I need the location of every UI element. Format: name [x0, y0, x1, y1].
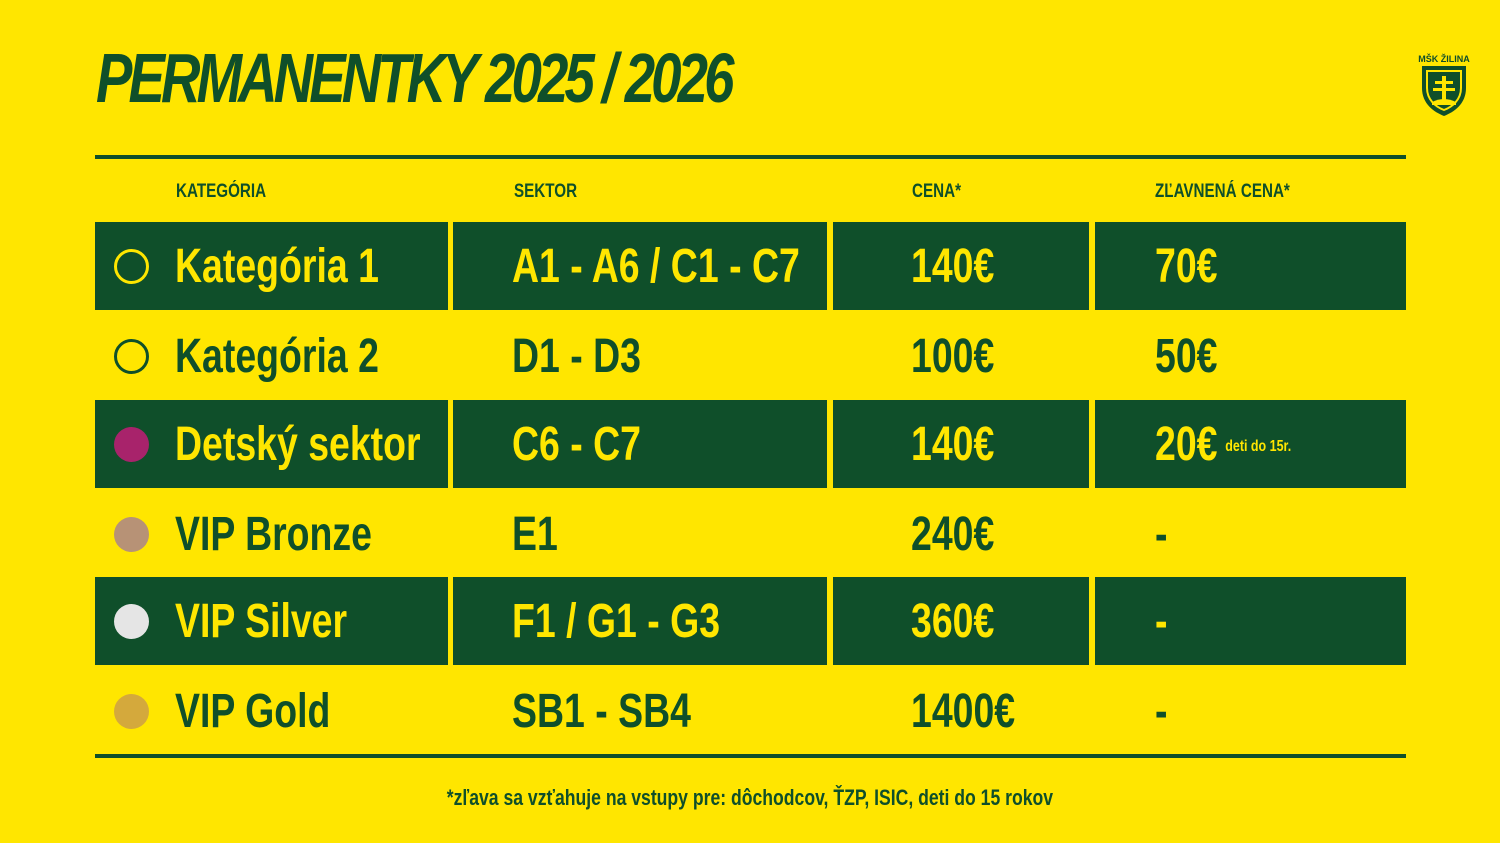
table-top-rule — [95, 155, 1406, 159]
discount-value: - — [1155, 684, 1168, 738]
discount-value: - — [1155, 594, 1168, 648]
footnote-text: *zľava sa vzťahuje na vstupy pre: dôchod… — [446, 785, 1054, 810]
price-cell: 240€ — [833, 490, 1089, 578]
table-row: VIP Silver F1 / G1 - G3 360€ - — [95, 577, 1406, 665]
category-dot-icon — [114, 249, 149, 284]
discount-cell: 70€ — [1095, 222, 1406, 310]
discount-cell: - — [1095, 667, 1406, 755]
crest-text: MŠK ŽILINA — [1418, 53, 1470, 64]
price-value: 360€ — [911, 594, 995, 648]
sector-cell: E1 — [453, 490, 827, 578]
category-cell: Detský sektor — [95, 400, 448, 488]
table-row: Detský sektor C6 - C7 140€ 20€ deti do 15… — [95, 400, 1406, 488]
sector-value: C6 - C7 — [512, 417, 641, 471]
price-value: 140€ — [911, 417, 995, 471]
sector-cell: D1 - D3 — [453, 312, 827, 400]
category-label: VIP Gold — [175, 684, 331, 738]
price-value: 140€ — [911, 239, 995, 293]
category-label: VIP Silver — [175, 594, 348, 648]
sector-value: A1 - A6 / C1 - C7 — [512, 239, 800, 293]
price-value: 240€ — [911, 507, 995, 561]
category-label: Detský sektor — [175, 417, 421, 471]
table-row: VIP Bronze E1 240€ - — [95, 490, 1406, 578]
sector-value: E1 — [512, 507, 558, 561]
category-dot-icon — [114, 427, 149, 462]
discount-value: 50€ — [1155, 329, 1218, 383]
header-price: CENA* — [912, 181, 961, 202]
table-bottom-rule — [95, 754, 1406, 758]
category-dot-icon — [114, 517, 149, 552]
price-cell: 100€ — [833, 312, 1089, 400]
category-cell: VIP Bronze — [95, 490, 448, 578]
msk-zilina-crest-icon: MŠK ŽILINA — [1418, 53, 1470, 116]
category-cell: VIP Gold — [95, 667, 448, 755]
discount-cell: 50€ — [1095, 312, 1406, 400]
category-dot-icon — [114, 694, 149, 729]
category-cell: VIP Silver — [95, 577, 448, 665]
table-row: Kategória 2 D1 - D3 100€ 50€ — [95, 312, 1406, 400]
price-value: 100€ — [911, 329, 995, 383]
sector-cell: SB1 - SB4 — [453, 667, 827, 755]
category-label: Kategória 1 — [175, 239, 379, 293]
discount-value: 20€ — [1155, 417, 1218, 471]
category-dot-icon — [114, 339, 149, 374]
price-cell: 360€ — [833, 577, 1089, 665]
price-value: 1400€ — [911, 684, 1016, 738]
discount-cell: - — [1095, 490, 1406, 578]
sector-value: F1 / G1 - G3 — [512, 594, 721, 648]
sector-value: D1 - D3 — [512, 329, 641, 383]
discount-note: deti do 15r. — [1225, 437, 1292, 455]
category-cell: Kategória 2 — [95, 312, 448, 400]
discount-value: 70€ — [1155, 239, 1218, 293]
header-category: KATEGÓRIA — [176, 181, 267, 202]
price-cell: 1400€ — [833, 667, 1089, 755]
sector-cell: F1 / G1 - G3 — [453, 577, 827, 665]
discount-cell: - — [1095, 577, 1406, 665]
footnote: *zľava sa vzťahuje na vstupy pre: dôchod… — [0, 785, 1500, 811]
category-cell: Kategória 1 — [95, 222, 448, 310]
table-row: VIP Gold SB1 - SB4 1400€ - — [95, 667, 1406, 755]
discount-wrapper: 20€ deti do 15r. — [1155, 417, 1291, 472]
category-label: VIP Bronze — [175, 507, 372, 561]
price-cell: 140€ — [833, 222, 1089, 310]
table-row: Kategória 1 A1 - A6 / C1 - C7 140€ 70€ — [95, 222, 1406, 310]
discount-value: - — [1155, 507, 1168, 561]
category-label: Kategória 2 — [175, 329, 379, 383]
sector-cell: C6 - C7 — [453, 400, 827, 488]
price-cell: 140€ — [833, 400, 1089, 488]
sector-value: SB1 - SB4 — [512, 684, 691, 738]
header-discount: ZĽAVNENÁ CENA* — [1155, 181, 1290, 202]
header-sector: SEKTOR — [514, 181, 578, 202]
discount-cell: 20€ deti do 15r. — [1095, 400, 1406, 488]
sector-cell: A1 - A6 / C1 - C7 — [453, 222, 827, 310]
page-title: PERMANENTKY 2025 / 2026 — [96, 39, 734, 117]
category-dot-icon — [114, 604, 149, 639]
